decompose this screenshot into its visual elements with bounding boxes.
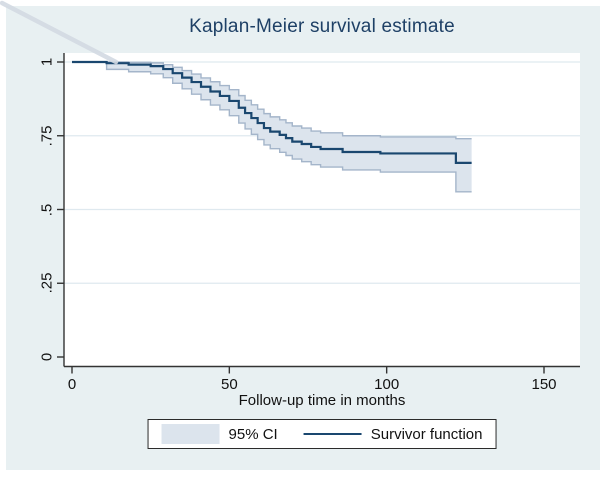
y-tick-label: 1 [38,57,56,67]
y-tick-label: .5 [38,203,56,216]
x-tick-label: 50 [220,376,238,393]
chart-title: Kaplan-Meier survival estimate [189,16,455,37]
x-tick-label: 0 [67,376,77,393]
y-tick-label: .25 [38,272,56,294]
legend-label-ci: 95% CI [228,425,278,443]
survivor-line-swatch-icon [303,433,362,435]
x-axis-title: Follow-up time in months [238,392,406,409]
ci-band-swatch-icon [161,424,220,444]
ci-band [72,62,472,192]
survivor-curve [72,60,472,164]
legend-label-survivor: Survivor function [370,425,483,443]
ci-upper-line [72,61,472,140]
legend-box: 95% CI Survivor function [147,419,497,449]
ci-lower-line [72,61,472,193]
artifact-diagonal [0,0,119,65]
x-tick-label: 100 [374,376,400,393]
y-tick-label: 0 [38,352,56,362]
y-tick-label: .75 [38,125,56,147]
x-tick-label: 150 [531,376,557,393]
